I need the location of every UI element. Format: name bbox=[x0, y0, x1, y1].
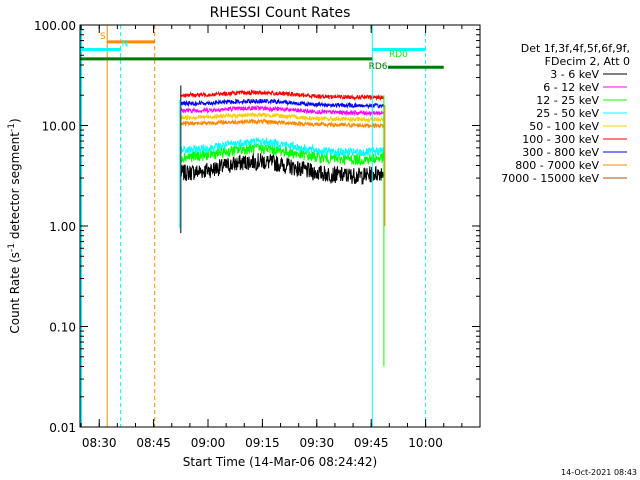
series-line-5 bbox=[180, 89, 385, 102]
x-tick-label-1: 08:45 bbox=[136, 436, 171, 450]
x-tick-label-3: 09:15 bbox=[245, 436, 280, 450]
x-tick-label-2: 09:00 bbox=[191, 436, 226, 450]
legend-label-3: 25 - 50 keV bbox=[536, 107, 599, 120]
series-line-7 bbox=[180, 118, 385, 129]
y-tick-label-1: 0.10 bbox=[49, 321, 76, 335]
x-tick-label-5: 09:45 bbox=[354, 436, 389, 450]
legend-label-6: 300 - 800 keV bbox=[522, 146, 599, 159]
flag-label-rd6: RD6 bbox=[369, 62, 388, 72]
series-line-0 bbox=[180, 153, 385, 185]
legend-header-line-2: FDecim 2, Att 0 bbox=[545, 55, 630, 68]
legend-label-4: 50 - 100 keV bbox=[529, 120, 599, 133]
x-axis-label: Start Time (14-Mar-06 08:24:42) bbox=[183, 455, 377, 469]
y-tick-label-4: 100.00 bbox=[34, 19, 76, 33]
flag-label-n: N bbox=[122, 40, 129, 50]
legend-label-1: 6 - 12 keV bbox=[543, 81, 599, 94]
plot-area bbox=[80, 25, 480, 427]
x-tick-label-0: 08:30 bbox=[82, 436, 117, 450]
x-tick-label-4: 09:30 bbox=[300, 436, 335, 450]
legend-label-5: 100 - 300 keV bbox=[522, 133, 599, 146]
series-line-1 bbox=[180, 104, 385, 117]
legend-label-8: 7000 - 15000 keV bbox=[501, 172, 599, 185]
chart-title: RHESSI Count Rates bbox=[210, 5, 351, 21]
series-line-3 bbox=[180, 136, 385, 157]
flag-label-rd0: RD0 bbox=[389, 50, 408, 60]
legend-label-2: 12 - 25 keV bbox=[536, 94, 599, 107]
y-tick-label-0: 0.01 bbox=[49, 421, 76, 435]
series-line-6 bbox=[180, 98, 385, 110]
legend-label-0: 3 - 6 keV bbox=[550, 68, 599, 81]
series-line-2 bbox=[180, 141, 385, 167]
y-tick-label-3: 10.00 bbox=[42, 120, 76, 134]
timestamp: 14-Oct-2021 08:43 bbox=[561, 468, 637, 477]
legend-label-7: 800 - 7000 keV bbox=[515, 159, 599, 172]
x-tick-label-6: 10:00 bbox=[408, 436, 443, 450]
y-axis-label: Count Rate (s-1 detector segment-1) bbox=[7, 118, 22, 333]
legend-header-line-1: Det 1f,3f,4f,5f,6f,9f, bbox=[521, 42, 630, 55]
series-line-4 bbox=[180, 111, 385, 124]
flag-label-s: S bbox=[100, 32, 106, 42]
legend: Det 1f,3f,4f,5f,6f,9f, FDecim 2, Att 0 3… bbox=[501, 42, 630, 185]
y-tick-label-2: 1.00 bbox=[49, 220, 76, 234]
